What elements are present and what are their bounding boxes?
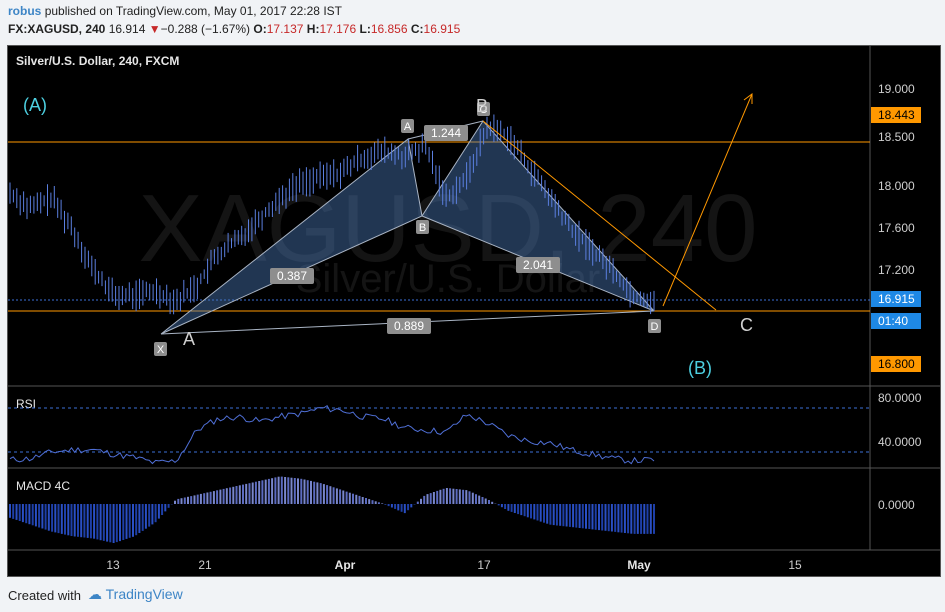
- symbol-label: FX:XAGUSD, 240: [8, 22, 106, 36]
- chart-svg[interactable]: XAGUSD, 240 Silver/U.S. Dollar Silver/U.…: [8, 46, 940, 576]
- macd-tick: 0.0000: [878, 498, 915, 512]
- ratio-label-bd[interactable]: 2.041: [516, 257, 560, 273]
- time-axis[interactable]: 13 21 Apr 17 May 15: [106, 558, 802, 572]
- time-tick: 21: [198, 558, 212, 572]
- price-change: −0.288 (−1.67%): [160, 22, 251, 36]
- svg-text:D: D: [651, 321, 659, 333]
- published-text: published on TradingView.com, May 01, 20…: [44, 4, 342, 18]
- macd-histogram[interactable]: [9, 476, 655, 543]
- price-tick: 18.000: [878, 179, 915, 193]
- rsi-tick: 40.0000: [878, 435, 922, 449]
- projection-arrowhead-icon: [743, 93, 753, 104]
- wave-label-c[interactable]: C: [740, 315, 753, 335]
- high-value: 17.176: [319, 22, 357, 36]
- price-tick: 18.500: [878, 130, 915, 144]
- low-value: 16.856: [370, 22, 408, 36]
- svg-text:0.387: 0.387: [277, 269, 307, 283]
- price-badge-last-text: 16.915: [878, 292, 915, 306]
- price-badge-timer-text: 01:40: [878, 314, 908, 328]
- time-tick: 15: [788, 558, 802, 572]
- wave-label-a-paren[interactable]: (A): [23, 95, 47, 115]
- time-tick: 17: [477, 558, 491, 572]
- point-c-marker[interactable]: C: [477, 102, 490, 116]
- header-bar: robus published on TradingView.com, May …: [0, 0, 945, 42]
- ratio-label-ac[interactable]: 1.244: [424, 125, 468, 141]
- time-tick: May: [627, 558, 651, 572]
- price-badge-resistance: [871, 107, 921, 123]
- rsi-tick: 80.0000: [878, 391, 922, 405]
- point-x-marker[interactable]: X: [154, 342, 167, 356]
- wave-label-a[interactable]: A: [183, 329, 195, 349]
- svg-text:1.244: 1.244: [431, 126, 461, 140]
- down-arrow-icon: ▼: [148, 22, 161, 36]
- svg-text:2.041: 2.041: [523, 258, 553, 272]
- svg-text:C: C: [480, 104, 488, 116]
- wedge-upper-line[interactable]: [482, 120, 717, 311]
- projection-arrow-line[interactable]: [662, 93, 753, 307]
- open-label: O:: [253, 22, 267, 36]
- price-badge-support-text: 16.800: [878, 357, 915, 371]
- tradingview-logo-link[interactable]: ☁ TradingView: [88, 586, 183, 602]
- wave-label-b-paren[interactable]: (B): [688, 358, 712, 378]
- price-badge-resistance-text: 18.443: [878, 108, 915, 122]
- price-axis[interactable]: 19.000 18.500 18.000 17.600 17.200 18.44…: [871, 82, 921, 372]
- ratio-label-xb[interactable]: 0.387: [270, 268, 314, 284]
- point-d-marker[interactable]: D: [648, 319, 661, 333]
- chart-frame[interactable]: XAGUSD, 240 Silver/U.S. Dollar Silver/U.…: [7, 45, 941, 577]
- close-label: C:: [410, 22, 424, 36]
- price-tick: 17.200: [878, 263, 915, 277]
- ohlc-line: FX:XAGUSD, 240 16.914 ▼−0.288 (−1.67%) O…: [8, 22, 460, 36]
- author-link[interactable]: robus: [8, 4, 42, 18]
- price-bars: [9, 114, 655, 315]
- price-badge-timer: [871, 313, 921, 329]
- svg-text:B: B: [419, 222, 426, 234]
- point-a-marker[interactable]: A: [401, 119, 414, 133]
- rsi-label: RSI: [16, 397, 36, 411]
- price-badge-last: [871, 291, 921, 307]
- footer: Created with ☁ TradingView: [0, 580, 945, 612]
- rsi-line[interactable]: [9, 404, 655, 465]
- time-tick: 13: [106, 558, 120, 572]
- point-b-marker[interactable]: B: [416, 220, 429, 234]
- last-price: 16.914: [108, 22, 146, 36]
- macd-label: MACD 4C: [16, 479, 70, 493]
- price-tick: 17.600: [878, 221, 915, 235]
- svg-text:0.889: 0.889: [394, 319, 424, 333]
- open-value: 17.137: [266, 22, 304, 36]
- price-tick: 19.000: [878, 82, 915, 96]
- time-tick: Apr: [335, 558, 356, 572]
- close-value: 16.915: [423, 22, 461, 36]
- created-with-label: Created with: [8, 588, 81, 603]
- high-label: H:: [306, 22, 320, 36]
- publish-line: robus published on TradingView.com, May …: [8, 4, 342, 18]
- low-label: L:: [359, 22, 371, 36]
- svg-text:A: A: [404, 121, 412, 133]
- svg-text:X: X: [157, 344, 165, 356]
- ratio-label-xd[interactable]: 0.889: [387, 318, 431, 334]
- wave-label-b[interactable]: B: [476, 96, 488, 116]
- price-badge-support: [871, 356, 921, 372]
- chart-title: Silver/U.S. Dollar, 240, FXCM: [16, 54, 179, 68]
